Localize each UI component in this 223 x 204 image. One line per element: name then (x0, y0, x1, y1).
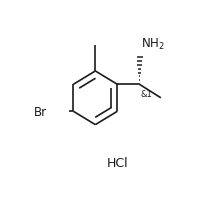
Text: NH$_2$: NH$_2$ (141, 37, 165, 52)
Text: &1: &1 (140, 89, 152, 98)
Text: Br: Br (34, 105, 47, 118)
Text: HCl: HCl (107, 156, 128, 169)
